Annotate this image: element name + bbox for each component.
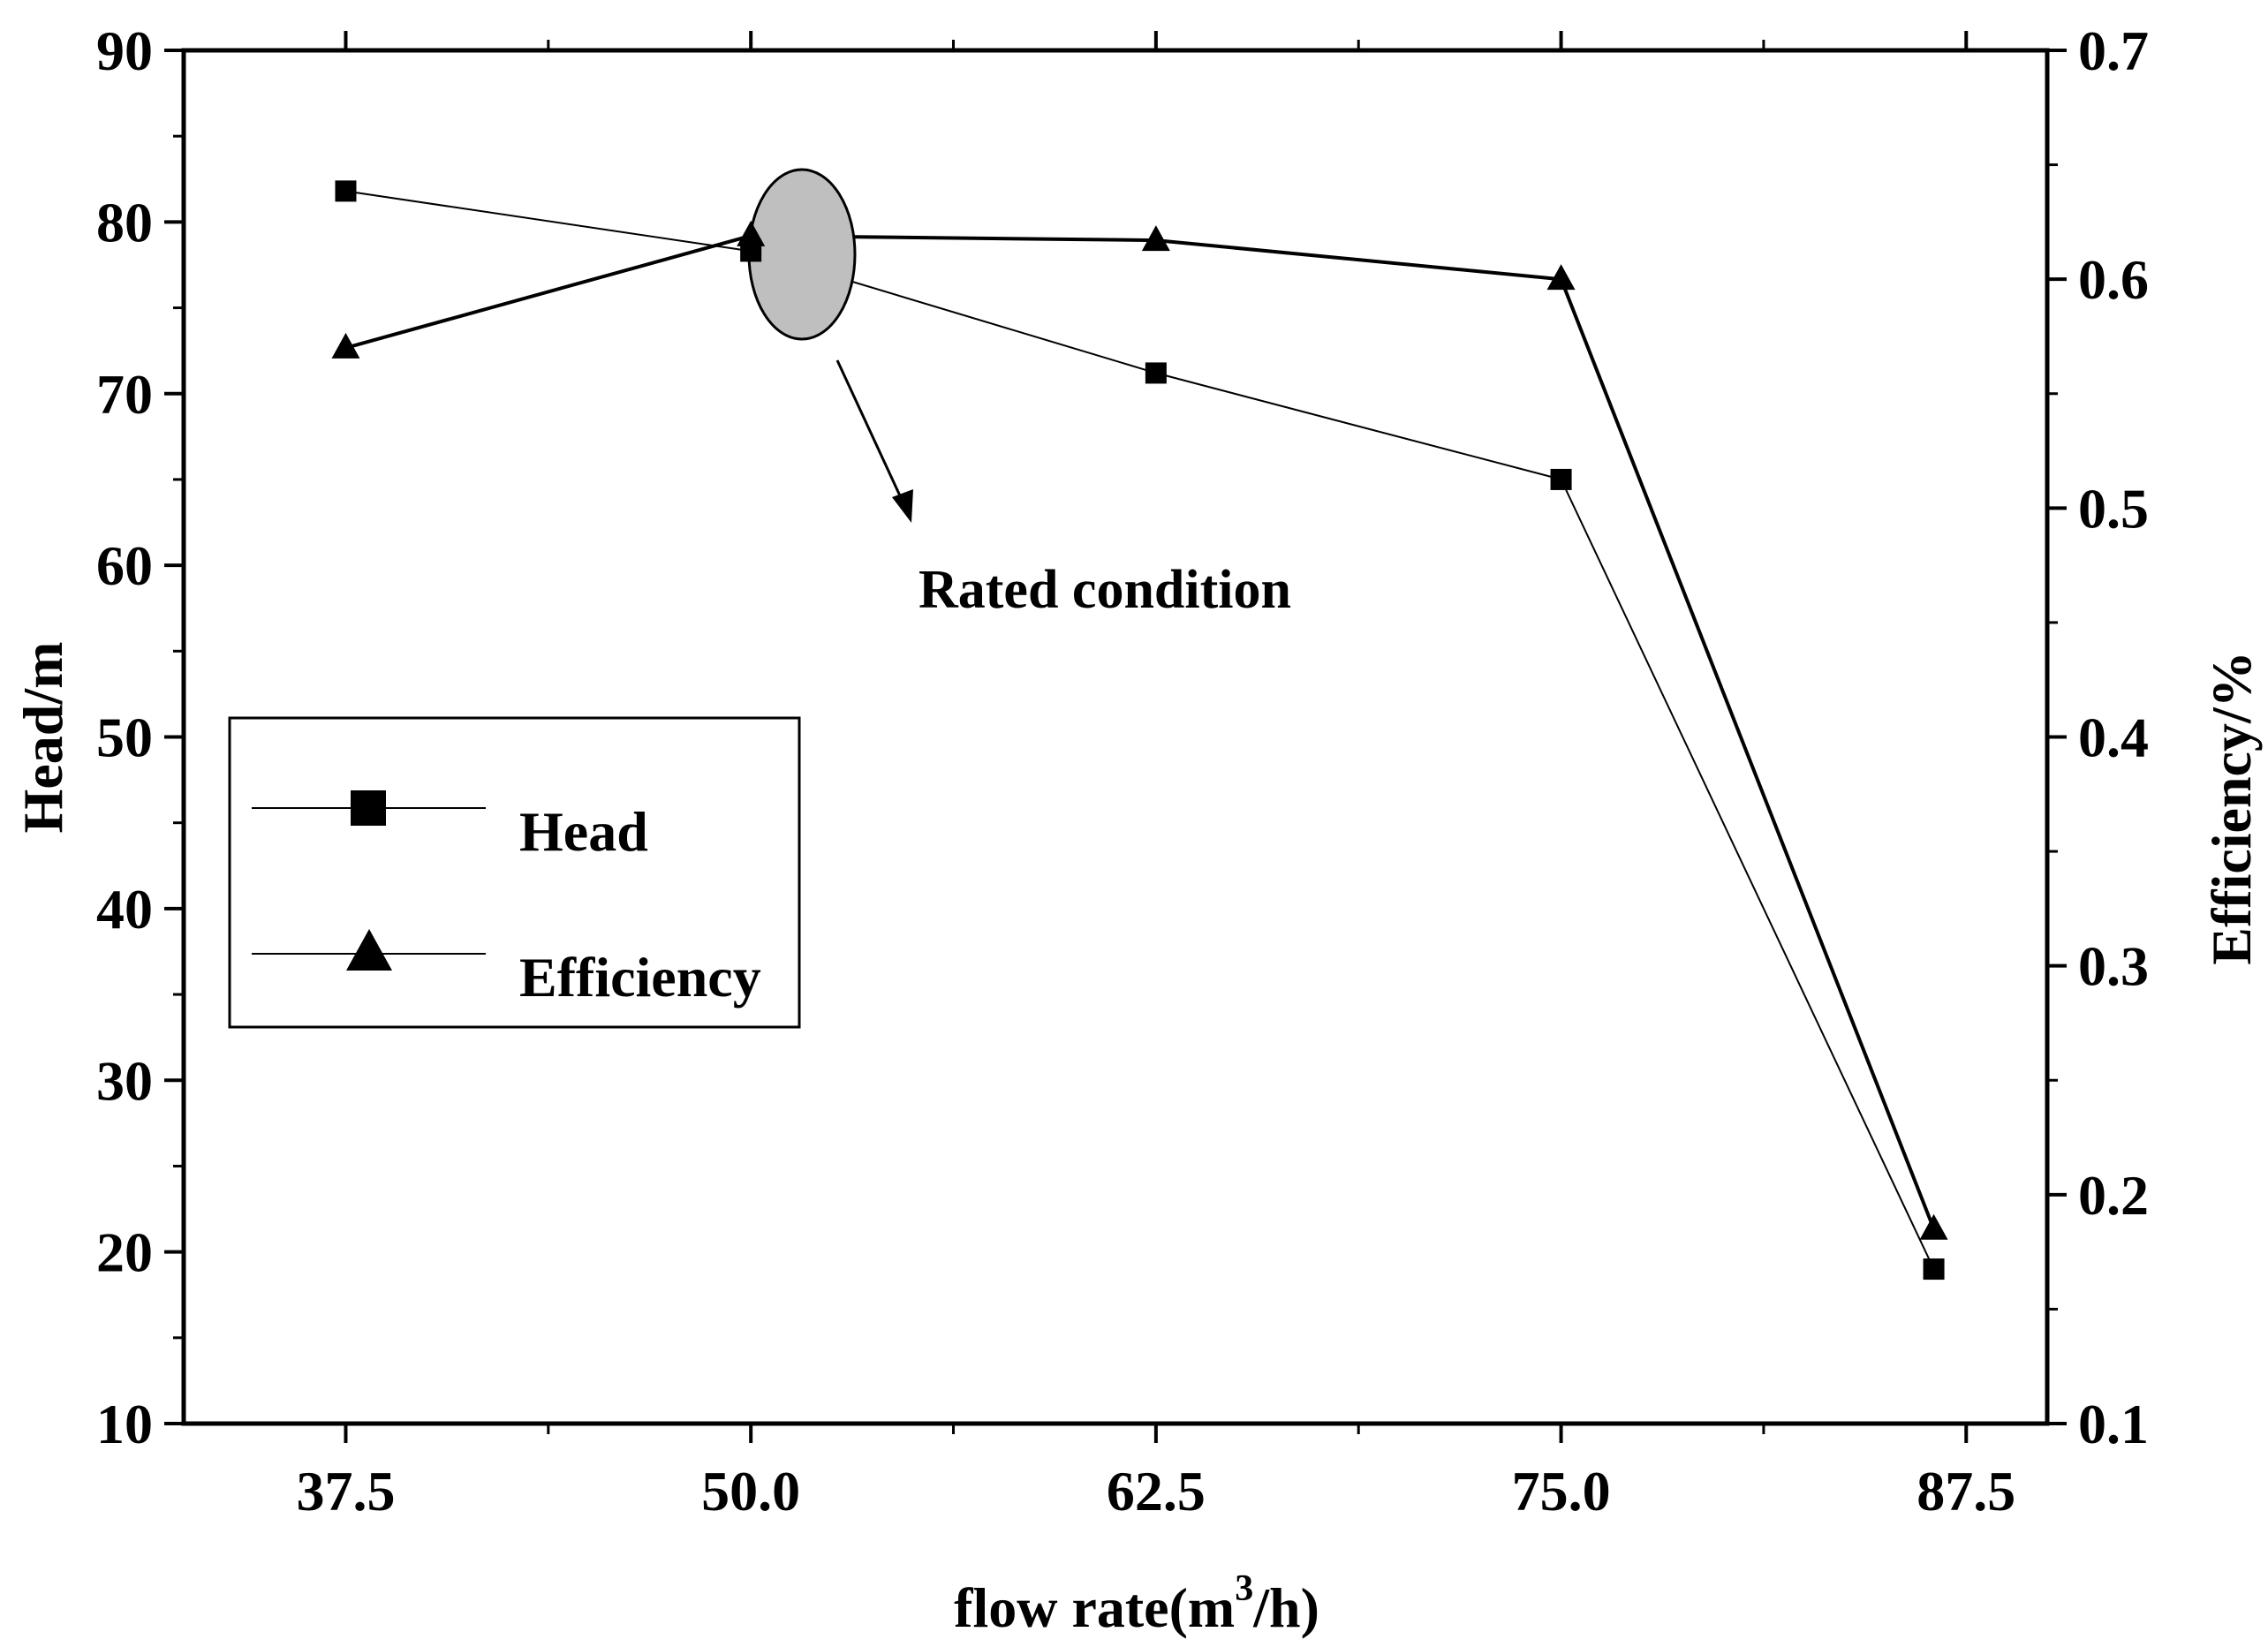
y2-tick-label: 0.1 — [2078, 1393, 2149, 1455]
y-tick-label: 30 — [96, 1049, 153, 1112]
series-markers — [331, 180, 1948, 1281]
head-point — [1923, 1258, 1945, 1281]
annotation-arrow — [835, 359, 913, 523]
head-point — [335, 180, 357, 202]
y2-tick-label: 0.5 — [2078, 477, 2149, 540]
x-tick-label: 75.0 — [1512, 1460, 1611, 1522]
efficiency-point — [331, 332, 360, 359]
y-tick-label: 20 — [96, 1221, 153, 1284]
legend-head-label: Head — [519, 800, 648, 863]
legend: Head Efficiency — [228, 716, 801, 1029]
y-tick-label: 60 — [96, 534, 153, 597]
x-axis-title-text: flow rate(m — [954, 1576, 1235, 1639]
y-tick-label: 70 — [96, 363, 153, 426]
y-axis-title: Head/m — [11, 642, 74, 834]
head-point — [1145, 362, 1167, 384]
y-tick-label: 50 — [96, 706, 153, 769]
x-tick-label: 50.0 — [701, 1460, 800, 1522]
efficiency-point — [1141, 225, 1170, 252]
y2-tick-label: 0.3 — [2078, 935, 2149, 998]
y2-axis-title: Efficiency/% — [2200, 651, 2263, 964]
efficiency-point — [1919, 1213, 1948, 1240]
efficiency-point — [1546, 264, 1576, 291]
rated-condition-ellipse — [747, 168, 857, 341]
x-axis-title-tail: /h) — [1252, 1576, 1319, 1639]
y-tick-label: 40 — [96, 878, 153, 941]
y2-tick-label: 0.6 — [2078, 248, 2149, 311]
y-tick-label: 10 — [96, 1393, 153, 1455]
x-axis-title-superscript: 3 — [1235, 1568, 1253, 1609]
efficiency-point — [737, 220, 766, 246]
plot-frame — [181, 48, 2050, 1426]
annotation-text: Rated condition — [919, 560, 1291, 620]
y2-tick-label: 0.4 — [2078, 706, 2149, 769]
y2-tick-label: 0.7 — [2078, 19, 2149, 82]
legend-efficiency-marker — [346, 929, 392, 971]
legend-head-marker — [351, 790, 386, 826]
head-point — [1550, 468, 1572, 490]
x-tick-label: 37.5 — [296, 1460, 395, 1522]
x-tick-label: 87.5 — [1916, 1460, 2015, 1522]
legend-efficiency-label: Efficiency — [519, 946, 761, 1009]
y-tick-label: 80 — [96, 191, 153, 253]
x-axis-title: flow rate(m3/h) — [954, 1568, 1319, 1639]
legend-frame — [228, 716, 801, 1029]
y2-tick-label: 0.2 — [2078, 1164, 2149, 1227]
y-tick-label: 90 — [96, 19, 153, 82]
x-tick-label: 62.5 — [1107, 1460, 1206, 1522]
